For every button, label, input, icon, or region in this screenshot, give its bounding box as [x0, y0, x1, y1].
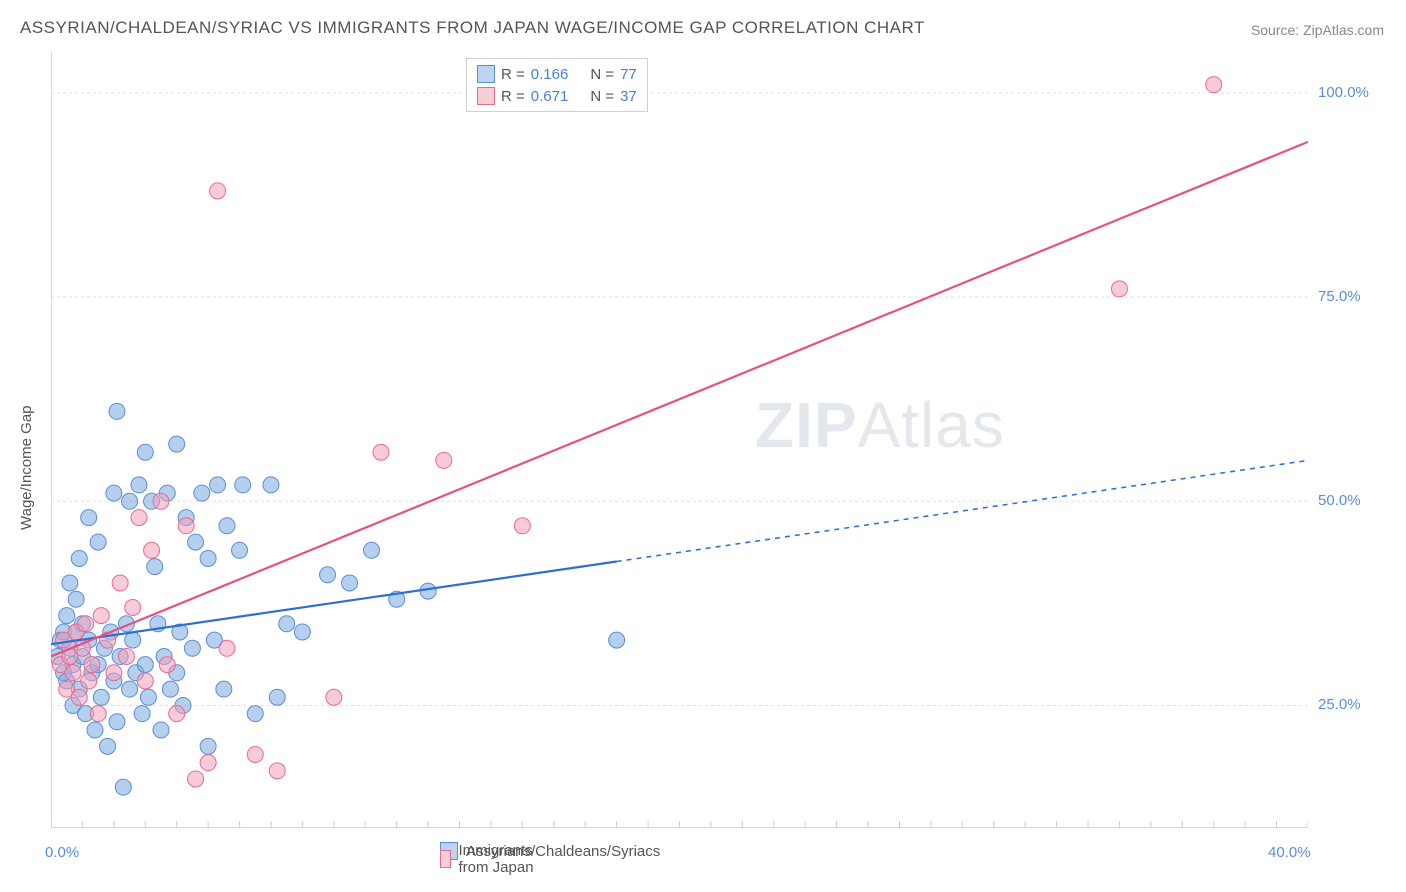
- legend-n-label: N =: [590, 66, 614, 83]
- legend-swatch: [440, 850, 451, 868]
- x-tick-label: 40.0%: [1268, 844, 1311, 861]
- y-tick-label: 100.0%: [1318, 84, 1369, 101]
- source-attribution: Source: ZipAtlas.com: [1251, 22, 1384, 38]
- legend-r-label: R =: [501, 66, 525, 83]
- chart-title: ASSYRIAN/CHALDEAN/SYRIAC VS IMMIGRANTS F…: [20, 18, 925, 38]
- bottom-legend-item: Immigrants from Japan: [440, 842, 540, 876]
- legend-r-value: 0.671: [531, 88, 569, 105]
- legend-stats-row: R = 0.166 N = 77: [477, 63, 637, 85]
- legend-r-value: 0.166: [531, 66, 569, 83]
- y-tick-label: 25.0%: [1318, 696, 1361, 713]
- legend-series-name: Immigrants from Japan: [459, 842, 541, 876]
- source-prefix: Source:: [1251, 22, 1303, 38]
- plot-area: [51, 52, 1308, 828]
- legend-stats-box: R = 0.166 N = 77 R = 0.671 N = 37: [466, 58, 648, 112]
- legend-n-value: 37: [620, 88, 637, 105]
- legend-n-label: N =: [590, 88, 614, 105]
- legend-r-label: R =: [501, 88, 525, 105]
- legend-swatch: [477, 65, 495, 83]
- legend-swatch: [477, 87, 495, 105]
- y-tick-label: 75.0%: [1318, 288, 1361, 305]
- y-tick-label: 50.0%: [1318, 492, 1361, 509]
- y-axis-label: Wage/Income Gap: [18, 405, 35, 530]
- legend-n-value: 77: [620, 66, 637, 83]
- source-link[interactable]: ZipAtlas.com: [1303, 22, 1384, 38]
- legend-stats-row: R = 0.671 N = 37: [477, 85, 637, 107]
- x-tick-label: 0.0%: [45, 844, 79, 861]
